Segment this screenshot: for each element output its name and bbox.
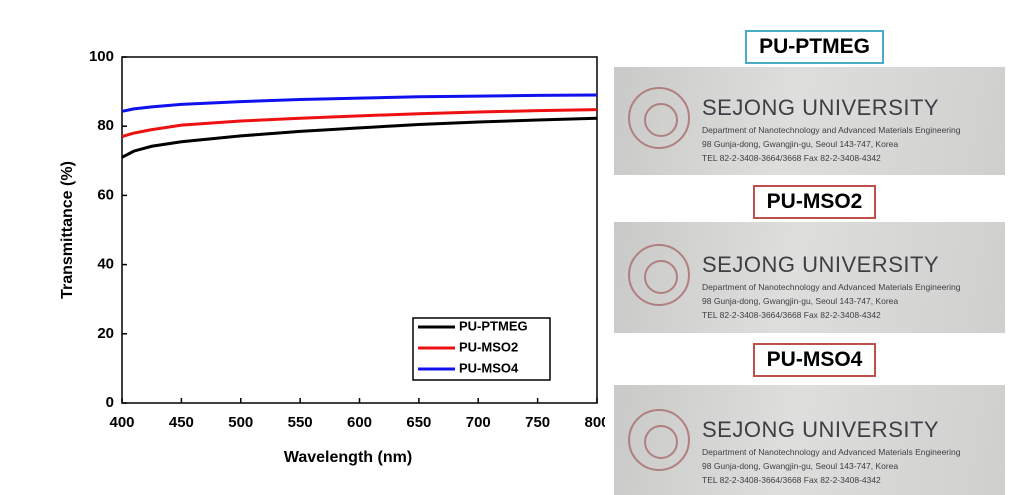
photo-text: 98 Gunja-dong, Gwangjin-gu, Seoul 143-74… bbox=[702, 461, 899, 471]
photo-label-row: PU-MSO2 bbox=[0, 185, 1009, 219]
y-tick-label: 100 bbox=[89, 48, 114, 65]
photo-heading: SEJONG UNIVERSITY bbox=[702, 417, 940, 442]
seal bbox=[628, 244, 690, 306]
photo-text: 98 Gunja-dong, Gwangjin-gu, Seoul 143-74… bbox=[702, 139, 899, 149]
x-tick-label: 750 bbox=[525, 414, 550, 431]
seal bbox=[628, 87, 690, 149]
photo: SEJONG UNIVERSITY Department of Nanotechn… bbox=[614, 385, 1005, 495]
y-axis-label: Transmittance (%) bbox=[59, 161, 76, 299]
photo-label-row: PU-PTMEG bbox=[0, 30, 1009, 64]
x-tick-label: 650 bbox=[406, 414, 431, 431]
y-tick-label: 80 bbox=[97, 117, 114, 134]
x-tick-label: 400 bbox=[109, 414, 134, 431]
x-tick-label: 450 bbox=[169, 414, 194, 431]
photo-label: PU-PTMEG bbox=[745, 30, 884, 64]
photo-label: PU-MSO4 bbox=[752, 343, 877, 377]
seal bbox=[628, 409, 690, 471]
series-line bbox=[121, 116, 598, 159]
series-line bbox=[121, 93, 598, 113]
y-tick-label: 40 bbox=[97, 256, 114, 273]
legend-label: PU-MSO4 bbox=[459, 360, 519, 375]
photo-text: Department of Nanotechnology and Advance… bbox=[702, 125, 961, 135]
photo-text: 98 Gunja-dong, Gwangjin-gu, Seoul 143-74… bbox=[702, 296, 899, 306]
x-tick-label: 500 bbox=[228, 414, 253, 431]
y-tick-label: 0 bbox=[106, 394, 114, 411]
photo-text: TEL 82-2-3408-3664/3668 Fax 82-2-3408-43… bbox=[702, 475, 881, 485]
photo: SEJONG UNIVERSITY Department of Nanotechn… bbox=[614, 67, 1005, 175]
photo-text: Department of Nanotechnology and Advance… bbox=[702, 282, 961, 292]
y-tick-label: 60 bbox=[97, 186, 114, 203]
photo-label: PU-MSO2 bbox=[752, 185, 877, 219]
legend-label: PU-PTMEG bbox=[459, 318, 528, 333]
x-tick-label: 550 bbox=[288, 414, 313, 431]
photo-heading: SEJONG UNIVERSITY bbox=[702, 95, 940, 120]
chart: Wavelength (nm) Transmittance (%) 400 450… bbox=[59, 48, 605, 466]
x-tick-label: 800 bbox=[584, 414, 605, 431]
series-line bbox=[121, 108, 598, 139]
legend-label: PU-MSO2 bbox=[459, 339, 518, 354]
x-tick-label: 700 bbox=[466, 414, 491, 431]
photo-heading: SEJONG UNIVERSITY bbox=[702, 252, 940, 277]
x-axis-label: Wavelength (nm) bbox=[284, 449, 412, 466]
photo-text: TEL 82-2-3408-3664/3668 Fax 82-2-3408-43… bbox=[702, 153, 881, 163]
x-tick-label: 600 bbox=[347, 414, 372, 431]
photo-text: Department of Nanotechnology and Advance… bbox=[702, 447, 961, 457]
y-tick-label: 20 bbox=[97, 325, 114, 342]
photo-label-row: PU-MSO4 bbox=[0, 343, 1009, 377]
photo: SEJONG UNIVERSITY Department of Nanotechn… bbox=[614, 222, 1005, 333]
photo-text: TEL 82-2-3408-3664/3668 Fax 82-2-3408-43… bbox=[702, 310, 881, 320]
